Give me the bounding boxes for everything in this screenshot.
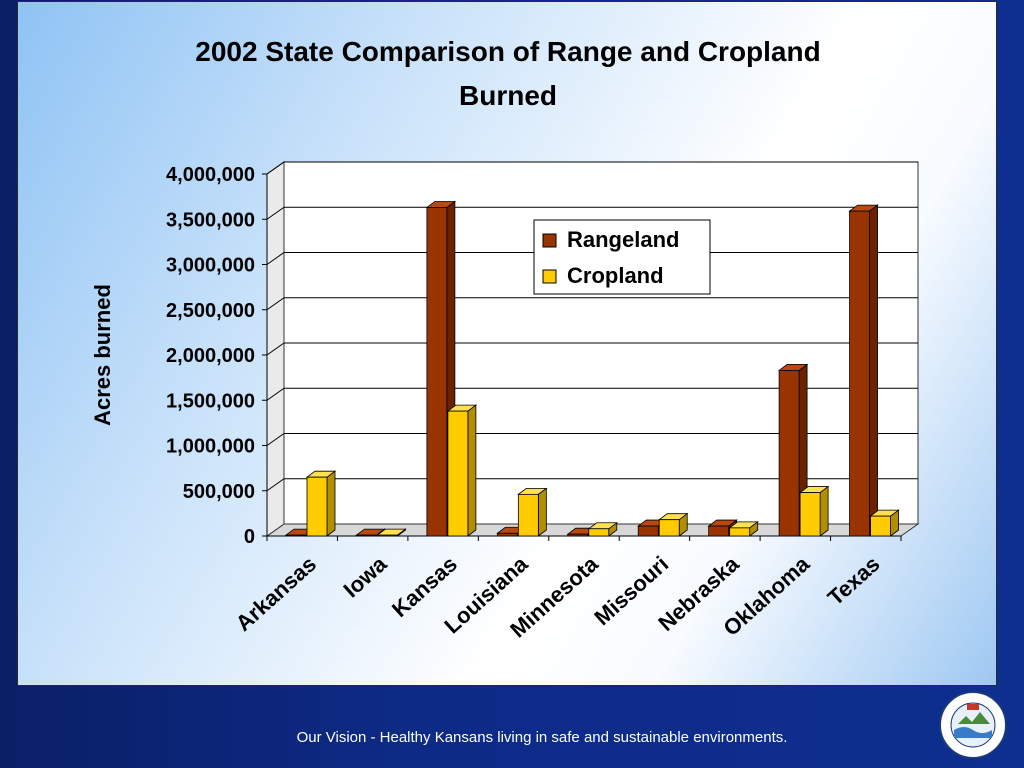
y-tick-label: 2,000,000: [166, 345, 255, 367]
bar-rangeland-iowa: [356, 534, 377, 537]
gridline-diagonal: [266, 478, 285, 492]
bar-side-cropland: [467, 404, 477, 537]
chart-title: 2002 State Comparison of Range and Cropl…: [0, 30, 1016, 118]
gridline-diagonal: [266, 342, 285, 356]
y-tick-label: 3,500,000: [166, 209, 255, 231]
bar-side-cropland: [326, 470, 336, 537]
gridline-diagonal: [266, 206, 285, 220]
bar-rangeland-kansas: [426, 207, 448, 537]
bar-rangeland-texas: [849, 210, 870, 537]
bar-side-cropland: [537, 487, 547, 537]
bar-cropland-minnesota: [588, 528, 610, 537]
bar-rangeland-missouri: [637, 525, 659, 537]
y-tick-label: 3,000,000: [166, 255, 255, 277]
bar-side-cropland: [819, 485, 829, 537]
x-tick-label: Texas: [823, 551, 885, 610]
bar-cropland-missouri: [658, 519, 680, 537]
bar-rangeland-oklahoma: [778, 369, 800, 537]
x-tick-label: Arkansas: [231, 551, 321, 636]
gridline-diagonal: [266, 161, 285, 175]
y-tick-label: 4,000,000: [166, 164, 255, 186]
legend-box: [533, 219, 711, 295]
gridline-diagonal: [266, 387, 285, 401]
x-tick-label: Iowa: [338, 551, 392, 603]
bar-cropland-kansas: [447, 410, 469, 537]
bar-rangeland-nebraska: [708, 525, 730, 537]
y-tick-label: 500,000: [183, 481, 255, 503]
bar-rangeland-arkansas: [285, 534, 307, 537]
legend-swatch-cropland: [542, 269, 557, 284]
footer-vision-text: Our Vision - Healthy Kansans living in s…: [296, 729, 788, 746]
legend-swatch-rangeland: [542, 233, 557, 248]
gridline-diagonal: [266, 252, 285, 265]
bar-cropland-nebraska: [729, 527, 751, 537]
kdhe-seal-logo: [939, 691, 1007, 759]
gridline-diagonal: [266, 297, 285, 311]
y-tick-label: 1,000,000: [166, 436, 255, 458]
chart-title-line2: Burned: [459, 80, 557, 111]
bar-cropland-iowa: [377, 534, 398, 537]
bar-cropland-texas: [870, 515, 891, 537]
legend-label-rangeland: Rangeland: [567, 227, 679, 252]
y-axis-label: Acres burned: [90, 284, 115, 426]
bar-rangeland-louisiana: [496, 532, 518, 537]
gridline-diagonal: [266, 433, 285, 446]
bar-rangeland-minnesota: [567, 533, 589, 537]
bar-cropland-arkansas: [306, 476, 328, 537]
bar-cropland-louisiana: [517, 493, 539, 537]
bar-cropland-oklahoma: [799, 492, 821, 537]
bar-side-rangeland: [869, 204, 878, 537]
y-tick-label: 0: [244, 526, 255, 548]
chart-title-line1: 2002 State Comparison of Range and Cropl…: [195, 36, 821, 67]
y-tick-label: 1,500,000: [166, 390, 255, 412]
y-tick-label: 2,500,000: [166, 300, 255, 322]
legend-label-cropland: Cropland: [567, 263, 664, 288]
